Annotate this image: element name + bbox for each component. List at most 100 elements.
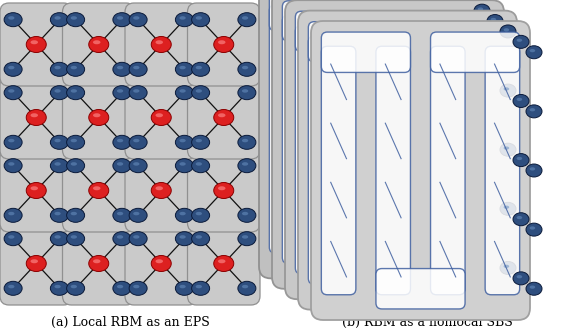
Ellipse shape	[4, 13, 22, 27]
Ellipse shape	[491, 136, 496, 139]
FancyBboxPatch shape	[272, 0, 491, 289]
Ellipse shape	[192, 86, 209, 100]
Ellipse shape	[218, 113, 225, 117]
Ellipse shape	[491, 195, 496, 199]
Ellipse shape	[192, 62, 209, 76]
Ellipse shape	[30, 40, 38, 44]
Ellipse shape	[196, 285, 202, 288]
Ellipse shape	[71, 139, 77, 142]
Ellipse shape	[238, 159, 256, 173]
FancyBboxPatch shape	[446, 15, 480, 263]
FancyBboxPatch shape	[324, 227, 413, 267]
Ellipse shape	[238, 135, 256, 149]
Ellipse shape	[133, 212, 140, 215]
Ellipse shape	[129, 159, 147, 173]
FancyBboxPatch shape	[62, 76, 135, 159]
Ellipse shape	[8, 162, 14, 166]
FancyBboxPatch shape	[418, 36, 452, 284]
FancyBboxPatch shape	[379, 0, 468, 31]
Ellipse shape	[503, 146, 509, 150]
Ellipse shape	[93, 113, 101, 117]
FancyBboxPatch shape	[0, 3, 73, 86]
Ellipse shape	[176, 281, 193, 295]
FancyBboxPatch shape	[392, 15, 426, 263]
Ellipse shape	[8, 89, 14, 93]
FancyBboxPatch shape	[125, 3, 197, 86]
Ellipse shape	[30, 113, 38, 117]
FancyBboxPatch shape	[188, 3, 260, 86]
Ellipse shape	[491, 18, 496, 21]
Ellipse shape	[66, 232, 85, 246]
FancyBboxPatch shape	[324, 5, 359, 253]
Ellipse shape	[8, 66, 14, 69]
Ellipse shape	[513, 272, 529, 285]
Ellipse shape	[71, 66, 77, 69]
Ellipse shape	[156, 113, 163, 117]
FancyBboxPatch shape	[298, 11, 517, 309]
FancyBboxPatch shape	[188, 149, 260, 232]
Ellipse shape	[54, 89, 61, 93]
FancyBboxPatch shape	[125, 149, 197, 232]
Ellipse shape	[117, 285, 123, 288]
FancyBboxPatch shape	[337, 237, 426, 278]
Ellipse shape	[491, 77, 496, 80]
Ellipse shape	[196, 89, 202, 93]
Ellipse shape	[113, 86, 131, 100]
Ellipse shape	[93, 259, 101, 263]
FancyBboxPatch shape	[269, 0, 359, 31]
Ellipse shape	[50, 62, 69, 76]
Ellipse shape	[530, 226, 535, 229]
Ellipse shape	[54, 235, 61, 239]
Ellipse shape	[50, 135, 69, 149]
FancyBboxPatch shape	[125, 222, 197, 305]
Ellipse shape	[26, 182, 46, 199]
FancyBboxPatch shape	[0, 222, 73, 305]
Ellipse shape	[526, 46, 542, 59]
Ellipse shape	[503, 87, 509, 91]
Ellipse shape	[4, 208, 22, 222]
FancyBboxPatch shape	[433, 5, 468, 253]
FancyBboxPatch shape	[350, 248, 439, 288]
Ellipse shape	[129, 135, 147, 149]
Ellipse shape	[8, 212, 14, 215]
Ellipse shape	[113, 281, 131, 295]
FancyBboxPatch shape	[418, 22, 507, 62]
Ellipse shape	[50, 208, 69, 222]
Ellipse shape	[180, 162, 186, 166]
FancyBboxPatch shape	[363, 36, 398, 284]
Ellipse shape	[478, 244, 483, 247]
Ellipse shape	[4, 62, 22, 76]
Ellipse shape	[50, 159, 69, 173]
Ellipse shape	[4, 232, 22, 246]
Ellipse shape	[66, 281, 85, 295]
Ellipse shape	[8, 139, 14, 142]
FancyBboxPatch shape	[308, 36, 343, 284]
Ellipse shape	[113, 159, 131, 173]
Ellipse shape	[214, 37, 234, 52]
Ellipse shape	[218, 40, 225, 44]
Ellipse shape	[117, 212, 123, 215]
Ellipse shape	[242, 212, 248, 215]
Ellipse shape	[117, 139, 123, 142]
Ellipse shape	[242, 89, 248, 93]
Ellipse shape	[526, 282, 542, 295]
Ellipse shape	[50, 281, 69, 295]
FancyBboxPatch shape	[283, 1, 371, 41]
Ellipse shape	[513, 154, 529, 167]
Ellipse shape	[71, 89, 77, 93]
FancyBboxPatch shape	[188, 76, 260, 159]
Ellipse shape	[474, 181, 490, 195]
FancyBboxPatch shape	[308, 22, 398, 62]
Ellipse shape	[500, 25, 516, 38]
Ellipse shape	[238, 208, 256, 222]
Ellipse shape	[196, 139, 202, 142]
Ellipse shape	[4, 281, 22, 295]
Ellipse shape	[71, 235, 77, 239]
Ellipse shape	[26, 37, 46, 52]
Ellipse shape	[26, 110, 46, 126]
Ellipse shape	[214, 182, 234, 199]
Ellipse shape	[133, 162, 140, 166]
Ellipse shape	[151, 182, 171, 199]
Ellipse shape	[192, 135, 209, 149]
Ellipse shape	[192, 232, 209, 246]
